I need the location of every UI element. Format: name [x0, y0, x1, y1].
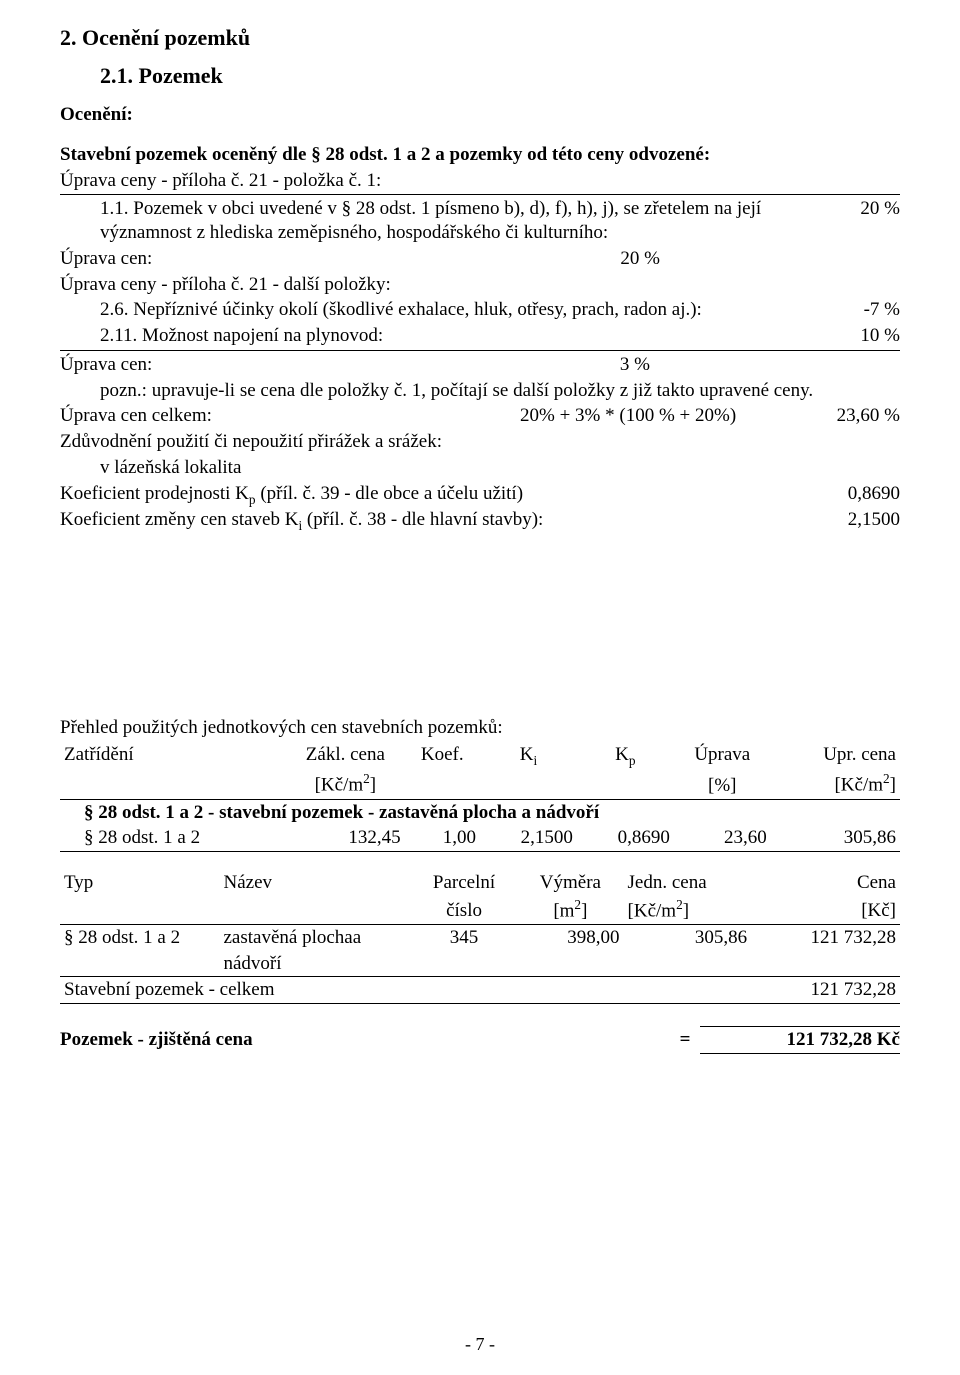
- final-val: 121 732,28 Kč: [700, 1026, 900, 1054]
- hdr2-nazev: Název: [219, 870, 410, 896]
- table-sum-row: Stavební pozemek - celkem 121 732,28: [60, 977, 900, 1004]
- sub-title: § 28 odst. 1 a 2 - stavební pozemek - za…: [60, 799, 900, 825]
- hdr-uprava-unit: [%]: [674, 770, 771, 799]
- prehled-title: Přehled použitých jednotkových cen stave…: [60, 716, 900, 740]
- item-1-1-right: 20 %: [830, 197, 900, 221]
- kp-left: Koeficient prodejnosti Kp (příl. č. 39 -…: [60, 482, 840, 508]
- uprava-cen-2: Úprava cen: 3 %: [60, 353, 900, 377]
- hdr2-vymera: Výměra: [517, 870, 623, 896]
- celkem-left: Úprava cen celkem:: [60, 404, 520, 428]
- table-row: § 28 odst. 1 a 2 132,45 1,00 2,1500 0,86…: [60, 825, 900, 851]
- final-eq: =: [670, 1028, 700, 1052]
- hdr2-typ: Typ: [60, 870, 219, 896]
- cell: 305,86: [624, 924, 752, 950]
- hdr-zatrideni: Zatřídění: [60, 742, 286, 770]
- hdr-uprcena-unit: [Kč/m2]: [771, 770, 900, 799]
- intro-line-2: Úprava ceny - příloha č. 21 - položka č.…: [60, 169, 900, 193]
- kp-sub: p: [249, 491, 256, 506]
- item-2-11-left: 2.11. Možnost napojení na plynovod:: [100, 324, 830, 348]
- table-row: § 28 odst. 1 a 2 zastavěná plochaa 345 3…: [60, 924, 900, 950]
- ki-right: 2,1500: [840, 508, 900, 532]
- hdr2-cena: Cena: [751, 870, 900, 896]
- cell: § 28 odst. 1 a 2: [60, 924, 219, 950]
- item-2-6-right: -7 %: [830, 298, 900, 322]
- intro-line-1: Stavební pozemek oceněný dle § 28 odst. …: [60, 143, 900, 167]
- cell: 132,45: [286, 825, 404, 851]
- uprava-cen-2-right: 3 %: [612, 353, 900, 377]
- hdr2-parcel: Parcelní: [411, 870, 517, 896]
- table-subtitle-row: § 28 odst. 1 a 2 - stavební pozemek - za…: [60, 799, 900, 825]
- cell: 121 732,28: [751, 924, 900, 950]
- hdr2-cena2: [Kč]: [751, 896, 900, 925]
- cell: 398,00: [517, 924, 623, 950]
- item-1-1: 1.1. Pozemek v obci uvedené v § 28 odst.…: [60, 197, 900, 245]
- table-header-units: číslo [m2] [Kč/m2] [Kč]: [60, 896, 900, 925]
- hdr-koef: Koef.: [405, 742, 480, 770]
- page-footer: - 7 -: [0, 1333, 960, 1356]
- celkem-right: 23,60 %: [780, 404, 900, 428]
- celkem-row: Úprava cen celkem: 20% + 3% * (100 % + 2…: [60, 404, 900, 428]
- item-2-6: 2.6. Nepříznivé účinky okolí (škodlivé e…: [60, 298, 900, 322]
- table-row: nádvoří: [60, 951, 900, 977]
- uprava-cen-1-right: 20 %: [612, 247, 900, 271]
- cell: 2,1500: [480, 825, 577, 851]
- rule: [60, 350, 900, 351]
- zduvodneni: Zdůvodnění použití či nepoužití přirážek…: [60, 430, 900, 454]
- hdr2-vymera2: [m2]: [517, 896, 623, 925]
- uprava-cen-1: Úprava cen: 20 %: [60, 247, 900, 271]
- ki-mid: (příl. č. 38 - dle hlavní stavby):: [302, 509, 543, 530]
- zduvodneni-sub: v lázeňská lokalita: [60, 456, 900, 480]
- table-prehled: Zatřídění Zákl. cena Koef. Ki Kp Úprava …: [60, 742, 900, 852]
- cell: 0,8690: [577, 825, 674, 851]
- hdr2-parcel2: číslo: [411, 896, 517, 925]
- uprava-cen-2-left: Úprava cen:: [60, 353, 612, 377]
- hdr2-jedn: Jedn. cena: [624, 870, 752, 896]
- pozn: pozn.: upravuje-li se cena dle položky č…: [60, 379, 900, 403]
- kp-row: Koeficient prodejnosti Kp (příl. č. 39 -…: [60, 482, 900, 508]
- item-2-11: 2.11. Možnost napojení na plynovod: 10 %: [60, 324, 900, 348]
- uprava-cen-1-left: Úprava cen:: [60, 247, 612, 271]
- rule: [60, 194, 900, 195]
- page: 2. Ocenění pozemků 2.1. Pozemek Ocenění:…: [0, 0, 960, 1375]
- hdr-zakl: Zákl. cena: [286, 742, 404, 770]
- hdr-ki: Ki: [480, 742, 577, 770]
- cell: 305,86: [771, 825, 900, 851]
- ki-row: Koeficient změny cen staveb Ki (příl. č.…: [60, 508, 900, 534]
- table-header-row: Zatřídění Zákl. cena Koef. Ki Kp Úprava …: [60, 742, 900, 770]
- table-parcely: Typ Název Parcelní Výměra Jedn. cena Cen…: [60, 870, 900, 1004]
- item-2-6-left: 2.6. Nepříznivé účinky okolí (škodlivé e…: [100, 298, 830, 322]
- dalsi-polozky: Úprava ceny - příloha č. 21 - další polo…: [60, 273, 900, 297]
- cell: nádvoří: [219, 951, 410, 977]
- sum-left: Stavební pozemek - celkem: [60, 977, 751, 1004]
- heading-2: 2.1. Pozemek: [60, 62, 900, 90]
- hdr-uprava: Úprava: [674, 742, 771, 770]
- table-header-row: Typ Název Parcelní Výměra Jedn. cena Cen…: [60, 870, 900, 896]
- final-label: Pozemek - zjištěná cena: [60, 1028, 670, 1052]
- item-1-1-left: 1.1. Pozemek v obci uvedené v § 28 odst.…: [100, 197, 830, 245]
- hdr-kp: Kp: [577, 742, 674, 770]
- cell: 1,00: [405, 825, 480, 851]
- heading-1: 2. Ocenění pozemků: [60, 24, 900, 52]
- sum-right: 121 732,28: [751, 977, 900, 1004]
- cell: 345: [411, 924, 517, 950]
- hdr-zakl-unit: [Kč/m2]: [286, 770, 404, 799]
- ki-left: Koeficient změny cen staveb Ki (příl. č.…: [60, 508, 840, 534]
- cell: zastavěná plochaa: [219, 924, 410, 950]
- kp-label: Koeficient prodejnosti K: [60, 483, 249, 504]
- hdr2-jedn2: [Kč/m2]: [624, 896, 752, 925]
- cell: 23,60: [674, 825, 771, 851]
- kp-mid: (příl. č. 39 - dle obce a účelu užití): [256, 483, 523, 504]
- celkem-mid: 20% + 3% * (100 % + 20%): [520, 404, 780, 428]
- oceneni-label: Ocenění:: [60, 103, 900, 127]
- final-row: Pozemek - zjištěná cena = 121 732,28 Kč: [60, 1026, 900, 1054]
- hdr-uprcena: Upr. cena: [771, 742, 900, 770]
- item-2-11-right: 10 %: [830, 324, 900, 348]
- ki-label: Koeficient změny cen staveb K: [60, 509, 298, 530]
- cell: § 28 odst. 1 a 2: [60, 825, 286, 851]
- table-header-units: [Kč/m2] [%] [Kč/m2]: [60, 770, 900, 799]
- kp-right: 0,8690: [840, 482, 900, 506]
